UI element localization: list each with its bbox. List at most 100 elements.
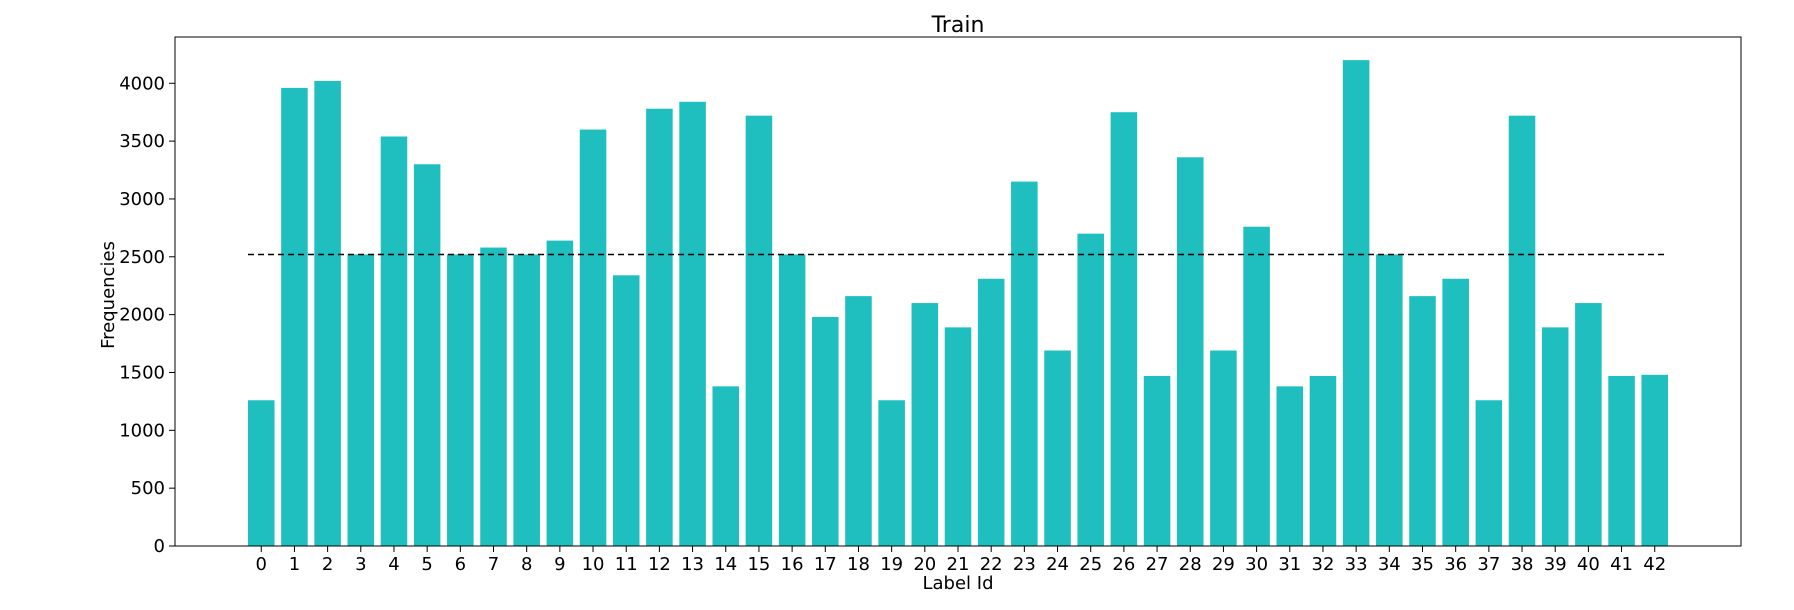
x-tick-label: 28 (1179, 554, 1202, 575)
x-tick-label: 22 (980, 554, 1003, 575)
y-tick-label: 1500 (119, 362, 165, 383)
bar-10 (579, 129, 607, 546)
x-tick-label: 26 (1112, 554, 1135, 575)
bar-25 (1077, 233, 1104, 546)
x-tick-label: 6 (455, 554, 466, 575)
x-tick-label: 4 (388, 554, 399, 575)
x-axis-ticks: 0 1 2 3 4 5 6 7 8 9 10 11 12 13 14 15 16 17 18 19 20 21 22 23 24… (256, 546, 1666, 575)
bar-5 (413, 164, 441, 546)
x-tick-label: 5 (421, 554, 432, 575)
bar-12 (646, 108, 673, 547)
bar-41 (1608, 375, 1635, 546)
x-tick-label: 2 (322, 554, 333, 575)
bar-7 (480, 247, 507, 547)
x-tick-label: 24 (1046, 554, 1069, 575)
bar-32 (1309, 375, 1337, 546)
chart-title: Train (931, 13, 985, 38)
x-tick-label: 39 (1544, 554, 1567, 575)
x-tick-label: 17 (814, 554, 837, 575)
x-tick-label: 7 (488, 554, 499, 575)
bar-20 (911, 303, 939, 546)
y-tick-label: 4000 (119, 73, 165, 94)
x-tick-label: 0 (256, 554, 267, 575)
y-tick-label: 1000 (119, 420, 165, 441)
x-tick-label: 42 (1643, 554, 1666, 575)
bar-6 (447, 254, 474, 546)
x-tick-label: 41 (1610, 554, 1633, 575)
bar-31 (1276, 386, 1304, 546)
x-tick-label: 23 (1013, 554, 1036, 575)
x-tick-label: 38 (1511, 554, 1534, 575)
x-tick-label: 40 (1577, 554, 1600, 575)
bar-23 (1011, 181, 1038, 546)
x-tick-label: 10 (582, 554, 605, 575)
bar-19 (878, 400, 905, 546)
y-tick-label: 0 (154, 536, 165, 557)
x-tick-label: 36 (1444, 554, 1467, 575)
bar-26 (1110, 112, 1138, 547)
x-tick-label: 37 (1477, 554, 1500, 575)
x-tick-label: 27 (1146, 554, 1169, 575)
bar-21 (944, 327, 972, 546)
bar-1 (281, 87, 308, 547)
x-tick-label: 21 (947, 554, 970, 575)
bar-16 (778, 254, 806, 546)
bar-33 (1342, 60, 1370, 547)
y-tick-label: 2500 (119, 247, 165, 268)
x-tick-label: 25 (1079, 554, 1102, 575)
bars-group (247, 60, 1669, 547)
bar-24 (1044, 350, 1071, 546)
bar-35 (1409, 296, 1436, 546)
x-tick-label: 35 (1411, 554, 1434, 575)
y-tick-label: 2000 (119, 305, 165, 326)
y-axis-label: Frequencies (98, 241, 119, 349)
x-tick-label: 12 (648, 554, 671, 575)
bar-39 (1541, 327, 1569, 546)
bar-18 (845, 296, 872, 546)
bar-36 (1442, 278, 1469, 546)
bar-37 (1475, 400, 1503, 546)
x-tick-label: 32 (1312, 554, 1335, 575)
bar-29 (1210, 350, 1237, 546)
bar-13 (679, 101, 706, 547)
bar-34 (1376, 254, 1403, 546)
bar-42 (1641, 374, 1669, 546)
bar-11 (612, 275, 640, 546)
bar-28 (1176, 157, 1204, 547)
bar-27 (1143, 375, 1171, 546)
y-tick-label: 500 (131, 478, 165, 499)
x-tick-label: 15 (747, 554, 770, 575)
x-tick-label: 11 (615, 554, 638, 575)
y-axis-ticks: 0 500 1000 1500 2000 2500 3000 3500 4000 (119, 73, 175, 557)
bar-30 (1243, 226, 1270, 546)
x-tick-label: 14 (714, 554, 737, 575)
x-tick-label: 3 (355, 554, 366, 575)
x-tick-label: 34 (1378, 554, 1401, 575)
bar-38 (1508, 115, 1536, 546)
x-tick-label: 29 (1212, 554, 1235, 575)
y-tick-label: 3500 (119, 131, 165, 152)
x-tick-label: 9 (554, 554, 565, 575)
bar-22 (977, 278, 1005, 546)
bar-8 (513, 254, 540, 546)
x-tick-label: 31 (1278, 554, 1301, 575)
bar-3 (347, 254, 375, 546)
x-axis-label: Label Id (922, 573, 993, 594)
bar-0 (247, 400, 275, 546)
bar-40 (1575, 303, 1602, 546)
x-tick-label: 19 (880, 554, 903, 575)
x-tick-label: 33 (1345, 554, 1368, 575)
x-tick-label: 30 (1245, 554, 1268, 575)
x-tick-label: 18 (847, 554, 870, 575)
bar-2 (314, 80, 341, 546)
x-tick-label: 1 (289, 554, 300, 575)
x-tick-label: 8 (521, 554, 532, 575)
bar-17 (812, 316, 839, 546)
x-tick-label: 16 (781, 554, 804, 575)
x-tick-label: 13 (681, 554, 704, 575)
y-tick-label: 3000 (119, 189, 165, 210)
bar-14 (712, 386, 740, 546)
x-tick-label: 20 (913, 554, 936, 575)
